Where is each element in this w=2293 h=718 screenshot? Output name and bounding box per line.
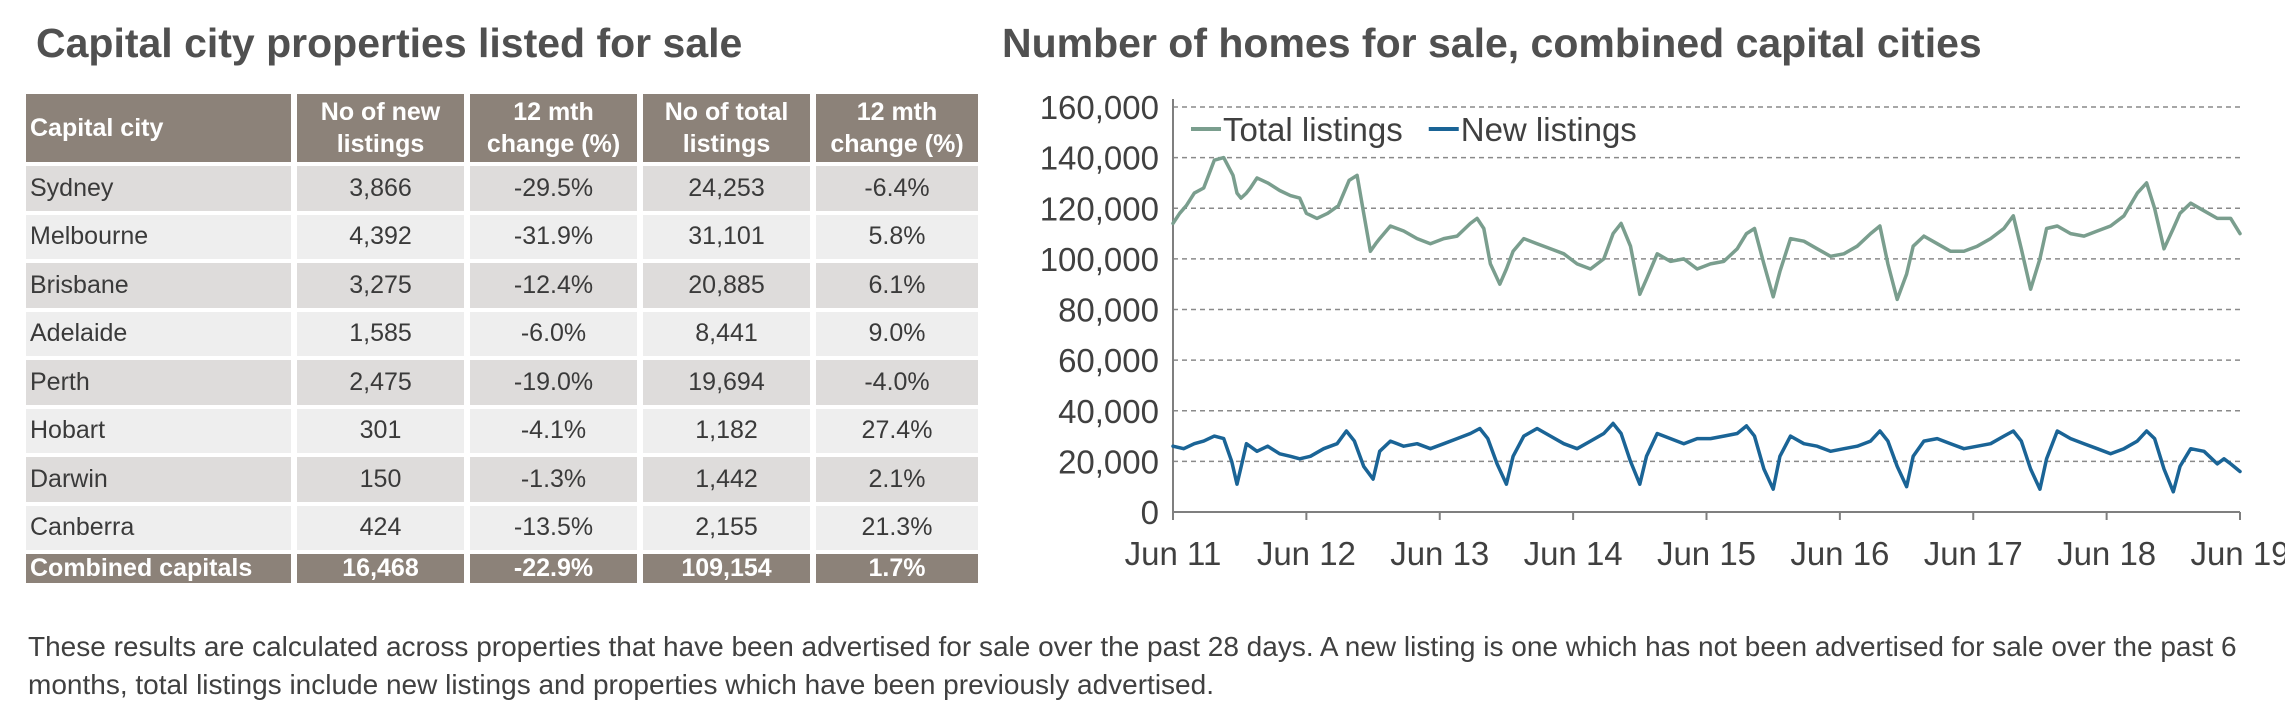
total-listings-cell: 2,155 [643, 505, 810, 550]
x-tick-label: Jun 14 [1524, 535, 1623, 572]
total-change-cell: 9.0% [816, 311, 978, 356]
total-listings-cell: 20,885 [643, 263, 810, 308]
table-row: Melbourne 4,392 -31.9% 31,101 5.8% [26, 214, 978, 259]
table-row: Darwin 150 -1.3% 1,442 2.1% [26, 457, 978, 502]
new-change-cell: -1.3% [470, 457, 637, 502]
listings-line-chart: 0 20,000 40,000 60,000 80,000 100,000 120,000 1… [1040, 89, 2285, 572]
y-tick-label: 60,000 [1058, 342, 1159, 379]
x-tick-label: Jun 15 [1657, 535, 1756, 572]
footnote: These results are calculated across prop… [28, 631, 2237, 700]
x-tick-label: Jun 18 [2057, 535, 2156, 572]
table-row: Hobart 301 -4.1% 1,182 27.4% [26, 408, 978, 453]
total-change-cell: 5.8% [816, 214, 978, 259]
series [1171, 155, 2242, 494]
total-change-cell: 2.1% [816, 457, 978, 502]
total-listings-line [1171, 155, 2242, 302]
chart-title: Number of homes for sale, combined capit… [1002, 20, 1982, 66]
x-tick-label: Jun 11 [1125, 535, 1222, 572]
total-listings-cell: 1,442 [643, 457, 810, 502]
new-listings-cell: 424 [297, 505, 464, 550]
combined-new-change-cell: -22.9% [470, 554, 637, 583]
total-listings-cell: 1,182 [643, 408, 810, 453]
table-row: Sydney 3,866 -29.5% 24,253 -6.4% [26, 166, 978, 211]
new-listings-legend-label: New listings [1461, 111, 1637, 148]
x-tick-label: Jun 19 [2190, 535, 2285, 572]
y-tick-label: 0 [1141, 494, 1159, 531]
x-tick-label: Jun 12 [1257, 535, 1356, 572]
table-row: Brisbane 3,275 -12.4% 20,885 6.1% [26, 263, 978, 308]
total-change-cell: -4.0% [816, 360, 978, 405]
new-change-cell: -19.0% [470, 360, 637, 405]
city-cell: Canberra [26, 505, 291, 550]
combined-capitals-row: Combined capitals 16,468 -22.9% 109,154 … [26, 554, 978, 583]
y-tick-label: 80,000 [1058, 292, 1159, 329]
table-row: Canberra 424 -13.5% 2,155 21.3% [26, 505, 978, 550]
header-new-listings: No of new listings [297, 94, 464, 162]
city-cell: Melbourne [26, 214, 291, 259]
total-listings-cell: 8,441 [643, 311, 810, 356]
new-listings-cell: 1,585 [297, 311, 464, 356]
total-change-cell: 21.3% [816, 505, 978, 550]
new-listings-cell: 3,866 [297, 166, 464, 211]
new-change-cell: -4.1% [470, 408, 637, 453]
city-cell: Brisbane [26, 263, 291, 308]
grid [1173, 106, 2240, 463]
new-change-cell: -31.9% [470, 214, 637, 259]
total-change-cell: -6.4% [816, 166, 978, 211]
x-axis: Jun 11 Jun 12 Jun 13 Jun 14 Jun 15 Jun 16 Jun … [1125, 511, 2285, 572]
city-cell: Darwin [26, 457, 291, 502]
new-change-cell: -6.0% [470, 311, 637, 356]
new-listings-cell: 4,392 [297, 214, 464, 259]
x-tick-label: Jun 16 [1790, 535, 1889, 572]
new-listings-cell: 301 [297, 408, 464, 453]
x-tick-label: Jun 13 [1390, 535, 1489, 572]
y-tick-label: 40,000 [1058, 393, 1159, 430]
combined-label-cell: Combined capitals [26, 554, 291, 583]
legend: Total listings New listings [1191, 111, 1637, 148]
y-tick-label: 100,000 [1040, 241, 1159, 278]
header-total-listings: No of total listings [643, 94, 810, 162]
table-title: Capital city properties listed for sale [36, 20, 743, 66]
new-change-cell: -29.5% [470, 166, 637, 211]
combined-total-listings-cell: 109,154 [643, 554, 810, 583]
y-axis: 0 20,000 40,000 60,000 80,000 100,000 120,000 1… [1040, 89, 1174, 531]
combined-new-listings-cell: 16,468 [297, 554, 464, 583]
city-cell: Adelaide [26, 311, 291, 356]
total-listings-cell: 19,694 [643, 360, 810, 405]
table-header-row: Capital city No of new listings 12 mth c… [26, 94, 978, 162]
new-listings-cell: 2,475 [297, 360, 464, 405]
total-listings-cell: 31,101 [643, 214, 810, 259]
new-listings-line [1171, 421, 2242, 494]
y-tick-label: 20,000 [1058, 443, 1159, 480]
x-tick-label: Jun 17 [1924, 535, 2023, 572]
y-tick-label: 120,000 [1040, 190, 1159, 227]
listings-table: Capital city No of new listings 12 mth c… [20, 90, 984, 587]
city-cell: Perth [26, 360, 291, 405]
y-tick-label: 140,000 [1040, 140, 1159, 177]
new-change-cell: -13.5% [470, 505, 637, 550]
city-cell: Hobart [26, 408, 291, 453]
total-change-cell: 6.1% [816, 263, 978, 308]
header-new-change: 12 mth change (%) [470, 94, 637, 162]
total-listings-cell: 24,253 [643, 166, 810, 211]
y-tick-label: 160,000 [1040, 89, 1159, 126]
new-listings-cell: 3,275 [297, 263, 464, 308]
table-row: Perth 2,475 -19.0% 19,694 -4.0% [26, 360, 978, 405]
city-cell: Sydney [26, 166, 291, 211]
header-total-change: 12 mth change (%) [816, 94, 978, 162]
combined-total-change-cell: 1.7% [816, 554, 978, 583]
new-change-cell: -12.4% [470, 263, 637, 308]
new-listings-cell: 150 [297, 457, 464, 502]
header-capital-city: Capital city [26, 94, 291, 162]
total-listings-legend-label: Total listings [1223, 111, 1403, 148]
total-change-cell: 27.4% [816, 408, 978, 453]
table-row: Adelaide 1,585 -6.0% 8,441 9.0% [26, 311, 978, 356]
